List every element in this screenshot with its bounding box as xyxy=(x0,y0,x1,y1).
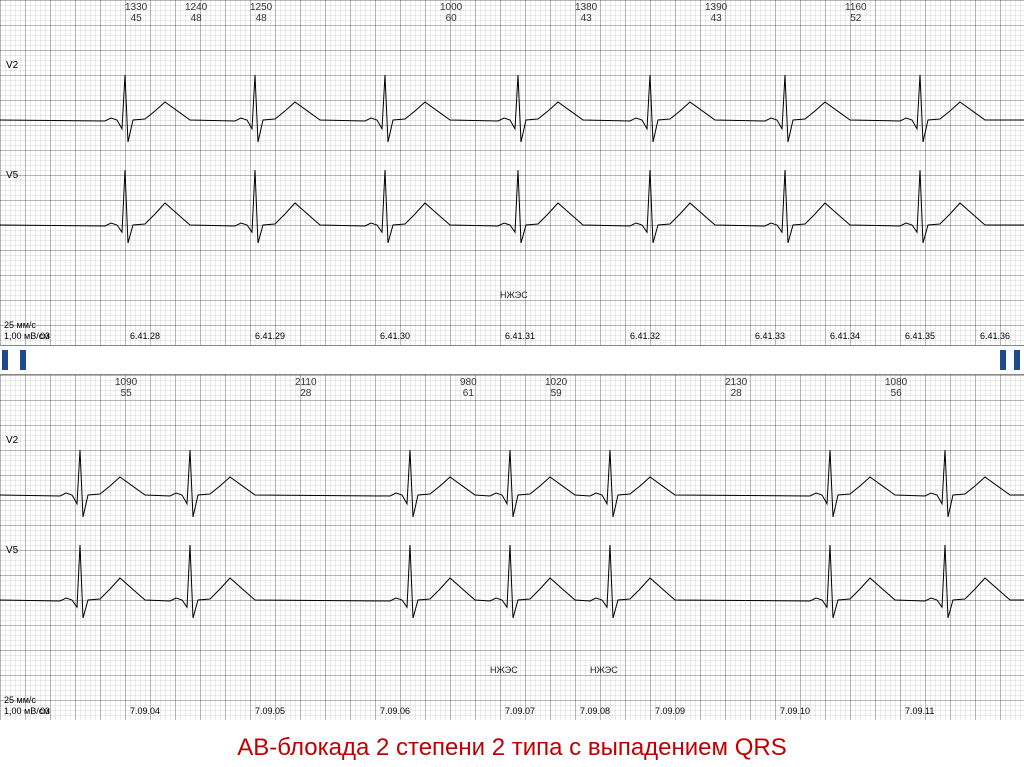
ecg-trace xyxy=(0,375,1024,720)
trace-v5 xyxy=(0,545,1024,618)
trace-v2 xyxy=(0,450,1024,517)
ecg-strip-1: 10905521102898061102059213028108056V2V5Н… xyxy=(0,375,1024,720)
diagnosis-caption: АВ-блокада 2 степени 2 типа с выпадением… xyxy=(0,720,1024,762)
separator-marker xyxy=(1014,350,1020,370)
separator-marker xyxy=(2,350,8,370)
trace-v2 xyxy=(0,75,1024,142)
ecg-trace xyxy=(0,0,1024,345)
separator-marker xyxy=(1000,350,1006,370)
trace-v5 xyxy=(0,170,1024,243)
ecg-strip-0: 1330451240481250481000601380431390431160… xyxy=(0,0,1024,345)
strip-separator xyxy=(0,345,1024,375)
separator-marker xyxy=(20,350,26,370)
